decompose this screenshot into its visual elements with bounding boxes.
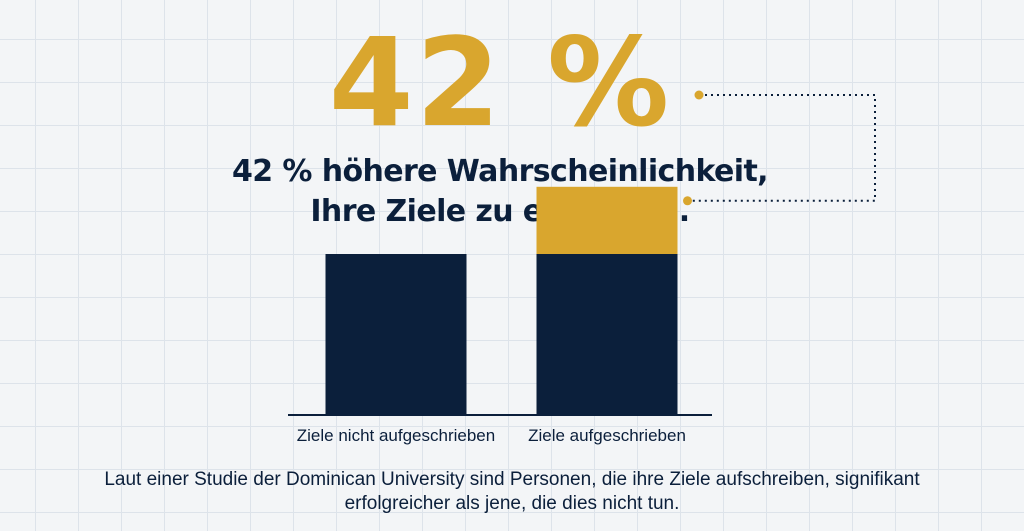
caption-line-2: erfolgreicher als jene, die dies nicht t… xyxy=(344,493,680,514)
caption: Laut einer Studie der Dominican Universi… xyxy=(20,468,1004,516)
connector-dot-bar xyxy=(683,196,692,206)
bar-increase-1 xyxy=(536,186,678,254)
caption-line-1: Laut einer Studie der Dominican Universi… xyxy=(104,469,920,490)
category-label-0: Ziele nicht aufgeschrieben xyxy=(297,426,495,445)
headline-line-1: 42 % höhere Wahrscheinlichkeit, xyxy=(232,154,769,189)
connector-dot-top xyxy=(694,90,704,100)
annotation-connector xyxy=(687,94,876,202)
bar-base-0 xyxy=(325,254,467,414)
big-percentage: 42 % xyxy=(328,12,672,154)
category-label-1: Ziele aufgeschrieben xyxy=(528,426,686,445)
bar-base-1 xyxy=(536,254,678,414)
